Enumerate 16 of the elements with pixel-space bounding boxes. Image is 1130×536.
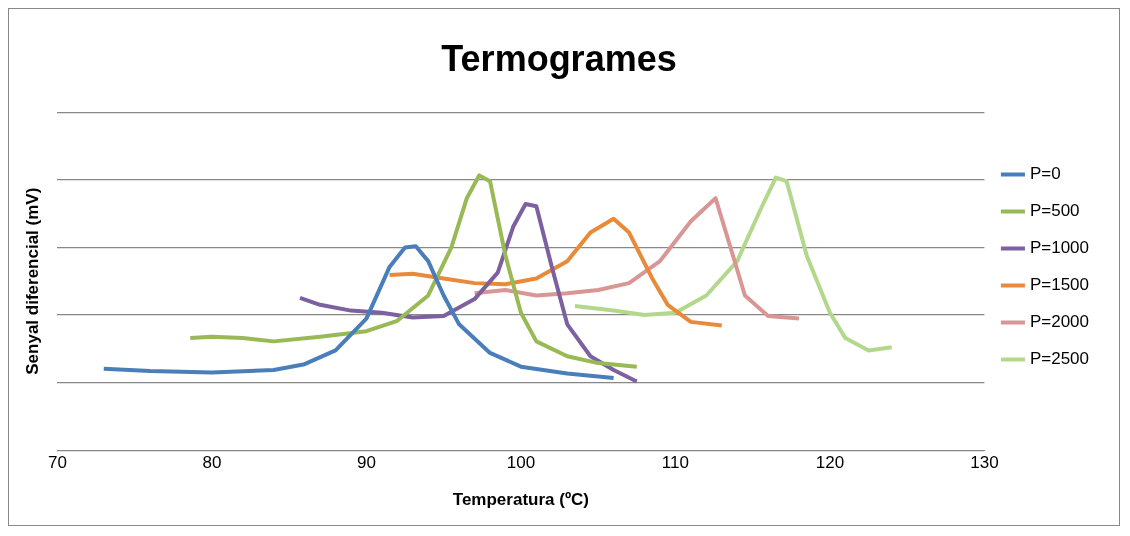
x-tick-label: 80 [202,453,222,473]
y-axis-title: Senyal diferencial (mV) [22,187,42,375]
x-tick-label: 70 [47,453,67,473]
x-tick-label: 110 [661,453,689,473]
x-tick-label: 90 [356,453,376,473]
x-tick-label: 120 [815,453,845,473]
legend-label: P=1500 [1029,275,1090,295]
x-tick-label: 100 [506,453,536,473]
x-tick-label: 130 [970,453,999,473]
legend-label: P=500 [1029,201,1080,221]
legend-label: P=2500 [1029,349,1090,369]
legend-label: P=1000 [1029,238,1090,258]
x-axis-title: Temperatura (ºC) [452,490,590,510]
legend-label: P=0 [1029,164,1061,184]
legend-label: P=2000 [1029,312,1090,332]
chart-title: Termogrames [441,37,677,79]
